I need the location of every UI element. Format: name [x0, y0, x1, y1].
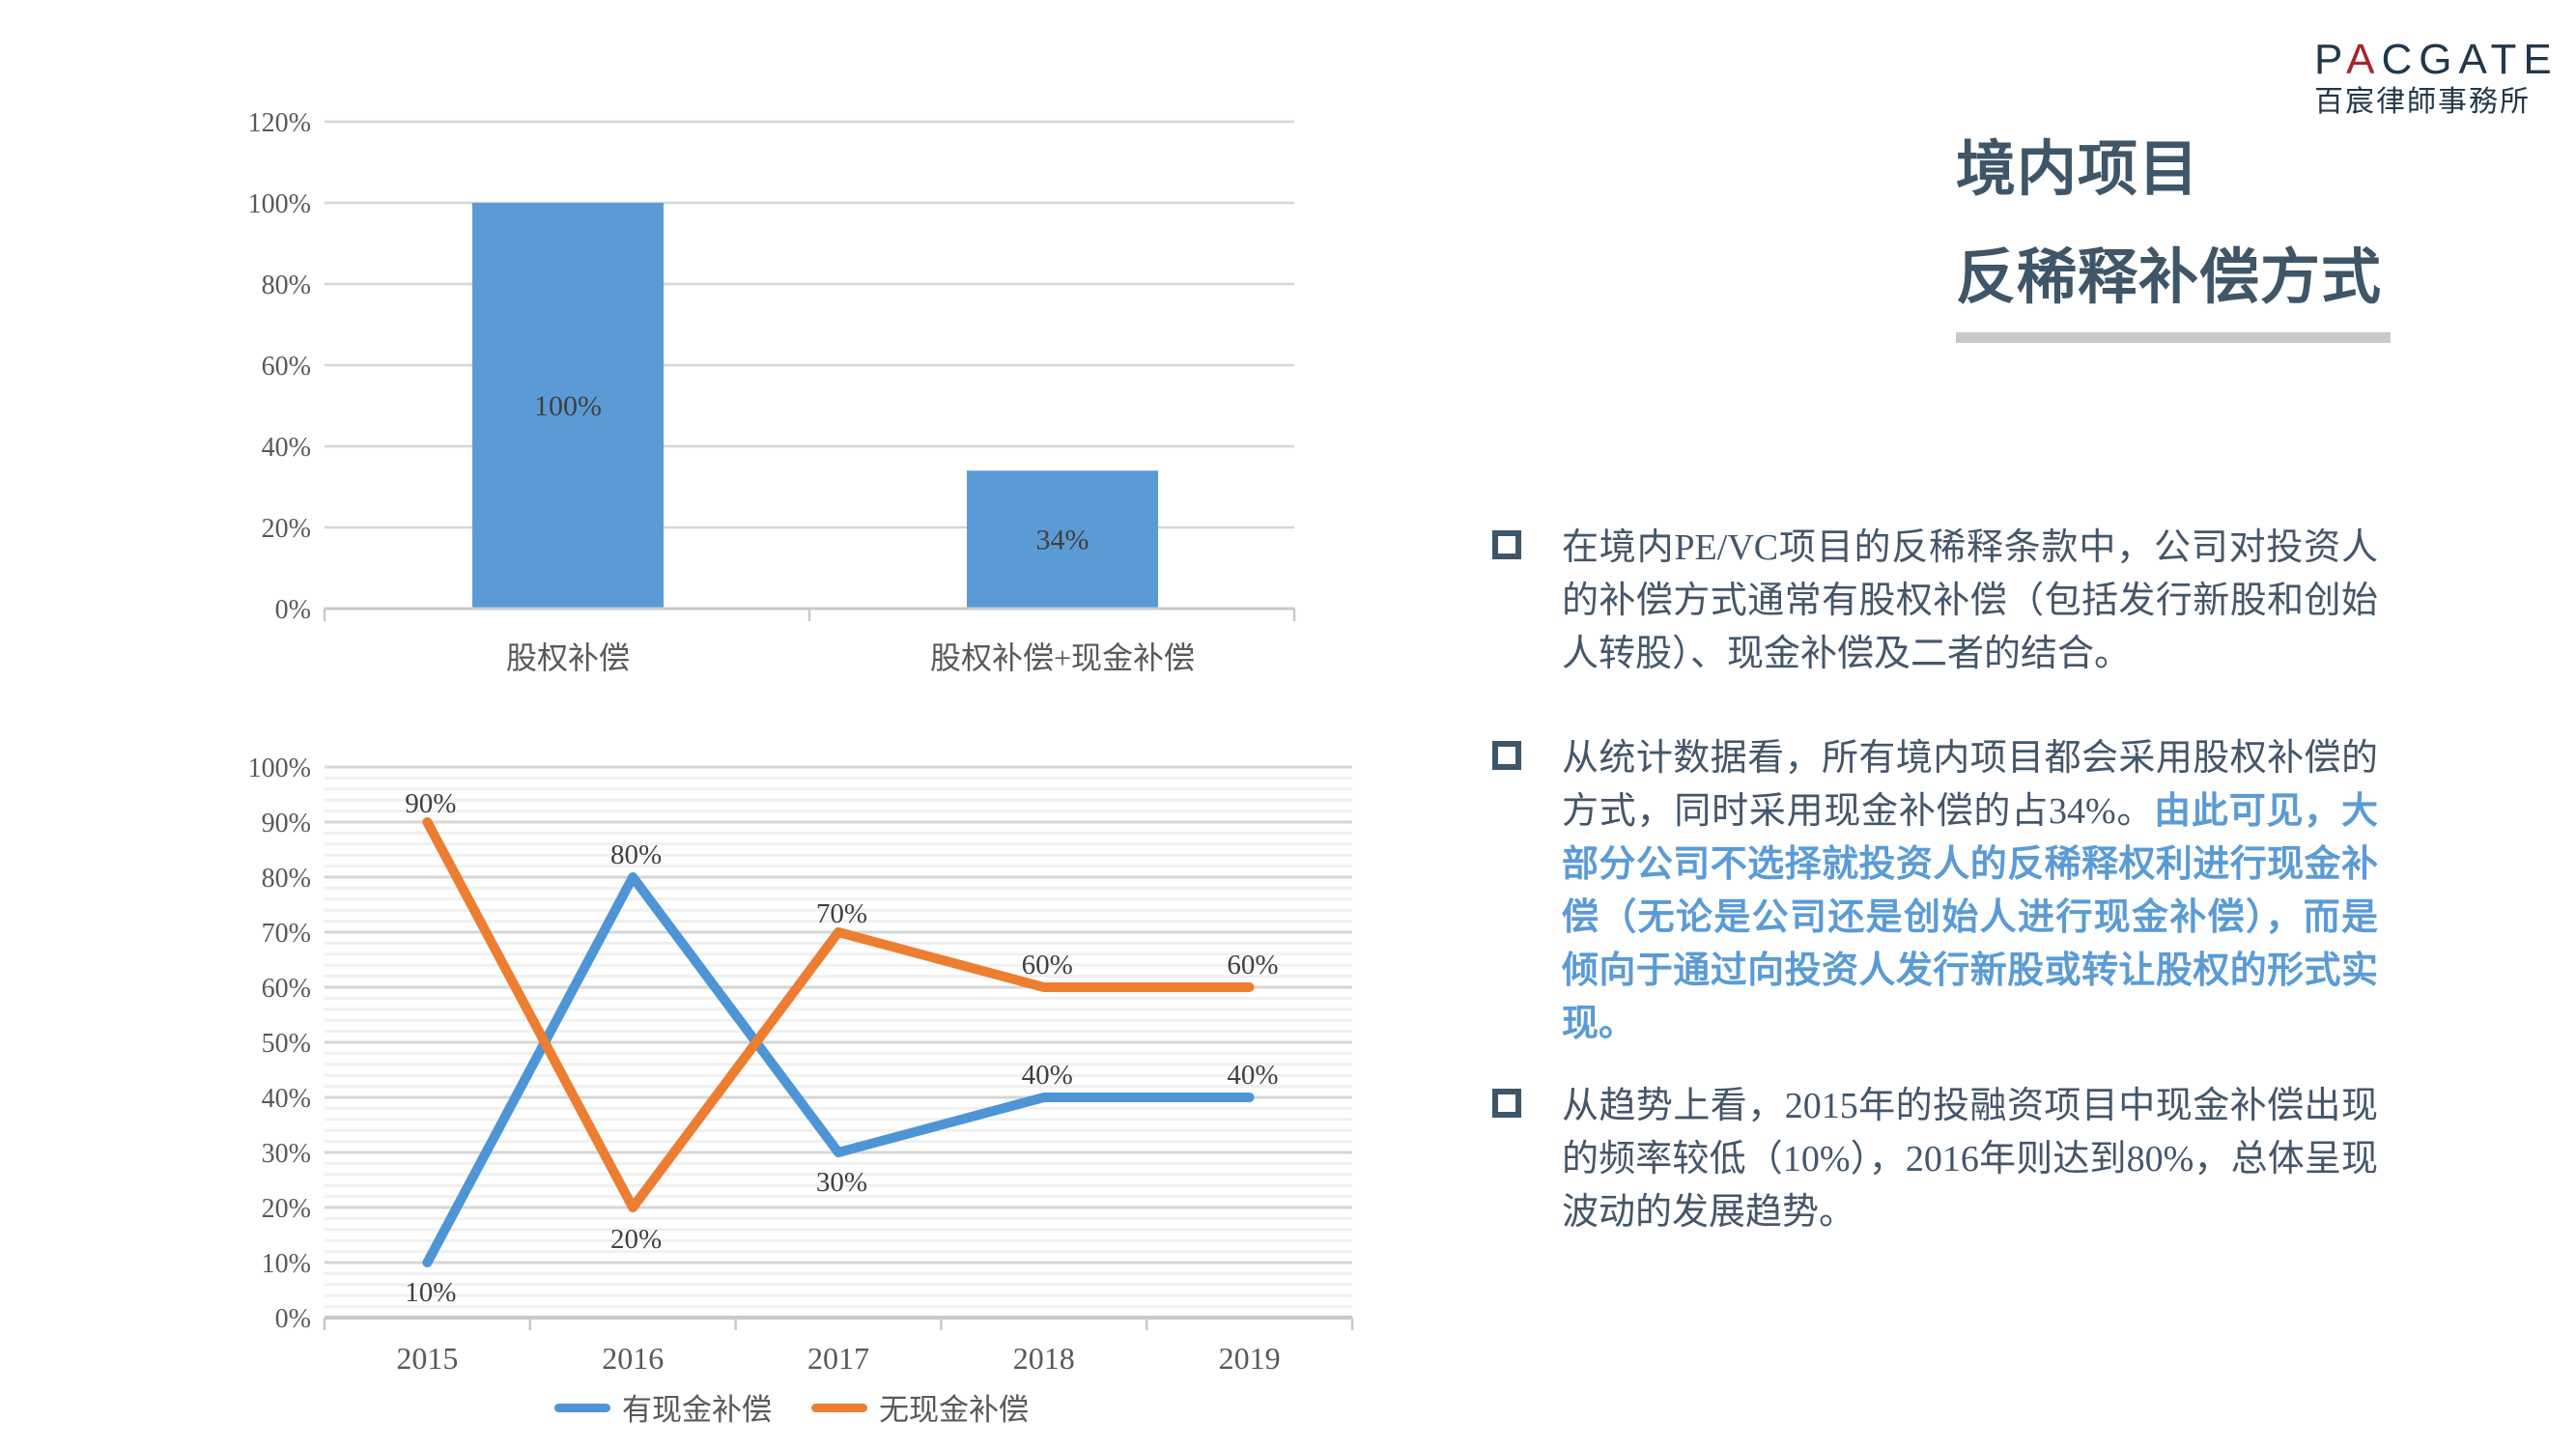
x-axis-category-label: 股权补偿: [506, 640, 630, 675]
bullet-item: 从统计数据看，所有境内项目都会采用股权补偿的方式，同时采用现金补偿的占34%。由…: [1492, 732, 2378, 1051]
x-axis-year-label: 2017: [807, 1341, 869, 1376]
bullet-item: 在境内PE/VC项目的反稀释条款中，公司对投资人的补偿方式通常有股权补偿（包括发…: [1492, 522, 2378, 681]
bullet-text: 在境内PE/VC项目的反稀释条款中，公司对投资人的补偿方式通常有股权补偿（包括发…: [1562, 522, 2378, 681]
logo-letter-p: P: [2314, 36, 2347, 83]
logo: PACGATE 百宸律師事務所: [2314, 39, 2559, 122]
data-point-label: 10%: [405, 1277, 456, 1308]
page-title-line1: 境内项目: [1956, 137, 2200, 203]
bar-chart: 0% 20% 40% 60% 80% 100% 120% 100% 34% 股权补偿 股权补偿+现金…: [248, 108, 1296, 675]
bar-value-label: 34%: [1036, 525, 1090, 556]
line-series-有现金补偿: [422, 872, 1255, 1267]
y-axis-tick-label: 120%: [248, 108, 311, 138]
bullet-text-normal: 在境内PE/VC项目的反稀释条款中，公司对投资人的补偿方式通常有股权补偿（包括发…: [1562, 527, 2378, 674]
data-point-label: 60%: [1022, 950, 1073, 980]
x-axis-year-label: 2019: [1219, 1341, 1281, 1376]
bar-股权补偿: [472, 203, 664, 609]
y-axis-tick-label: 80%: [262, 270, 311, 300]
line-series-无现金补偿: [422, 817, 1255, 1212]
bullet-text-normal: 从趋势上看，2015年的投融资项目中现金补偿出现的频率较低（10%），2016年…: [1562, 1086, 2378, 1233]
y-axis-tick-label: 20%: [262, 514, 311, 544]
x-axis-year-label: 2018: [1013, 1341, 1075, 1376]
bar-value-label: 100%: [534, 390, 602, 422]
line-chart: 0% 10% 20% 30% 40% 50% 60% 70% 80% 90% 100% 2015 201…: [248, 753, 1354, 1427]
legend-swatch: [811, 1404, 867, 1412]
bullet-item: 从趋势上看，2015年的投融资项目中现金补偿出现的频率较低（10%），2016年…: [1492, 1080, 2378, 1239]
bullet-square-icon: [1492, 741, 1521, 770]
logo-letters-rest: CGATE: [2381, 36, 2559, 83]
y-axis-tick-label: 90%: [262, 809, 311, 838]
y-axis-tick-label: 10%: [262, 1249, 311, 1279]
title-underline: [1956, 332, 2391, 343]
bullet-text: 从趋势上看，2015年的投融资项目中现金补偿出现的频率较低（10%），2016年…: [1562, 1080, 2378, 1239]
logo-subtitle: 百宸律師事務所: [2314, 86, 2531, 118]
bullet-text-highlight: 由此可见，大部分公司不选择就投资人的反稀释权利进行现金补偿（无论是公司还是创始人…: [1562, 791, 2378, 1044]
y-axis-tick-label: 50%: [262, 1029, 311, 1059]
bullet-square-icon: [1492, 530, 1521, 559]
y-axis-tick-label: 70%: [262, 919, 311, 949]
y-axis-tick-label: 30%: [262, 1139, 311, 1169]
x-axis-category-label: 股权补偿+现金补偿: [930, 640, 1195, 675]
y-axis-tick-label: 60%: [262, 974, 311, 1004]
y-axis-tick-label: 80%: [262, 864, 311, 894]
data-point-label: 40%: [1227, 1060, 1278, 1091]
legend-label: 有现金补偿: [622, 1393, 772, 1427]
legend-label: 无现金补偿: [879, 1393, 1029, 1427]
y-axis-tick-label: 20%: [262, 1194, 311, 1224]
x-axis-year-label: 2015: [396, 1341, 458, 1376]
y-axis-tick-label: 100%: [248, 189, 311, 219]
data-point-label: 30%: [816, 1167, 867, 1198]
y-axis-tick-label: 0%: [275, 1304, 311, 1334]
page-title-line2: 反稀释补偿方式: [1956, 245, 2383, 311]
y-axis-tick-label: 40%: [262, 1084, 311, 1114]
y-axis-tick-label: 40%: [262, 433, 311, 463]
y-axis-tick-label: 0%: [275, 595, 311, 625]
data-point-label: 80%: [610, 839, 662, 870]
page-title: 境内项目 反稀释补偿方式: [1956, 116, 2382, 332]
data-point-label: 60%: [1227, 950, 1278, 980]
logo-accent-letter: A: [2346, 36, 2382, 83]
x-axis-year-label: 2016: [602, 1341, 664, 1376]
y-axis-tick-label: 100%: [248, 753, 311, 783]
data-point-label: 90%: [405, 788, 456, 819]
data-point-label: 40%: [1022, 1060, 1073, 1091]
data-point-label: 70%: [816, 898, 867, 929]
legend-swatch: [554, 1404, 610, 1412]
data-point-label: 20%: [610, 1224, 662, 1255]
bar-股权补偿+现金补偿: [967, 470, 1158, 609]
bullet-text-normal: 从统计数据看，所有境内项目都会采用股权补偿的方式，同时采用现金补偿的占34%。: [1562, 738, 2378, 832]
logo-brand-text: PACGATE: [2314, 39, 2559, 81]
y-axis-tick-label: 60%: [262, 352, 311, 382]
bullet-square-icon: [1492, 1089, 1521, 1118]
bullet-text: 从统计数据看，所有境内项目都会采用股权补偿的方式，同时采用现金补偿的占34%。由…: [1562, 732, 2378, 1051]
